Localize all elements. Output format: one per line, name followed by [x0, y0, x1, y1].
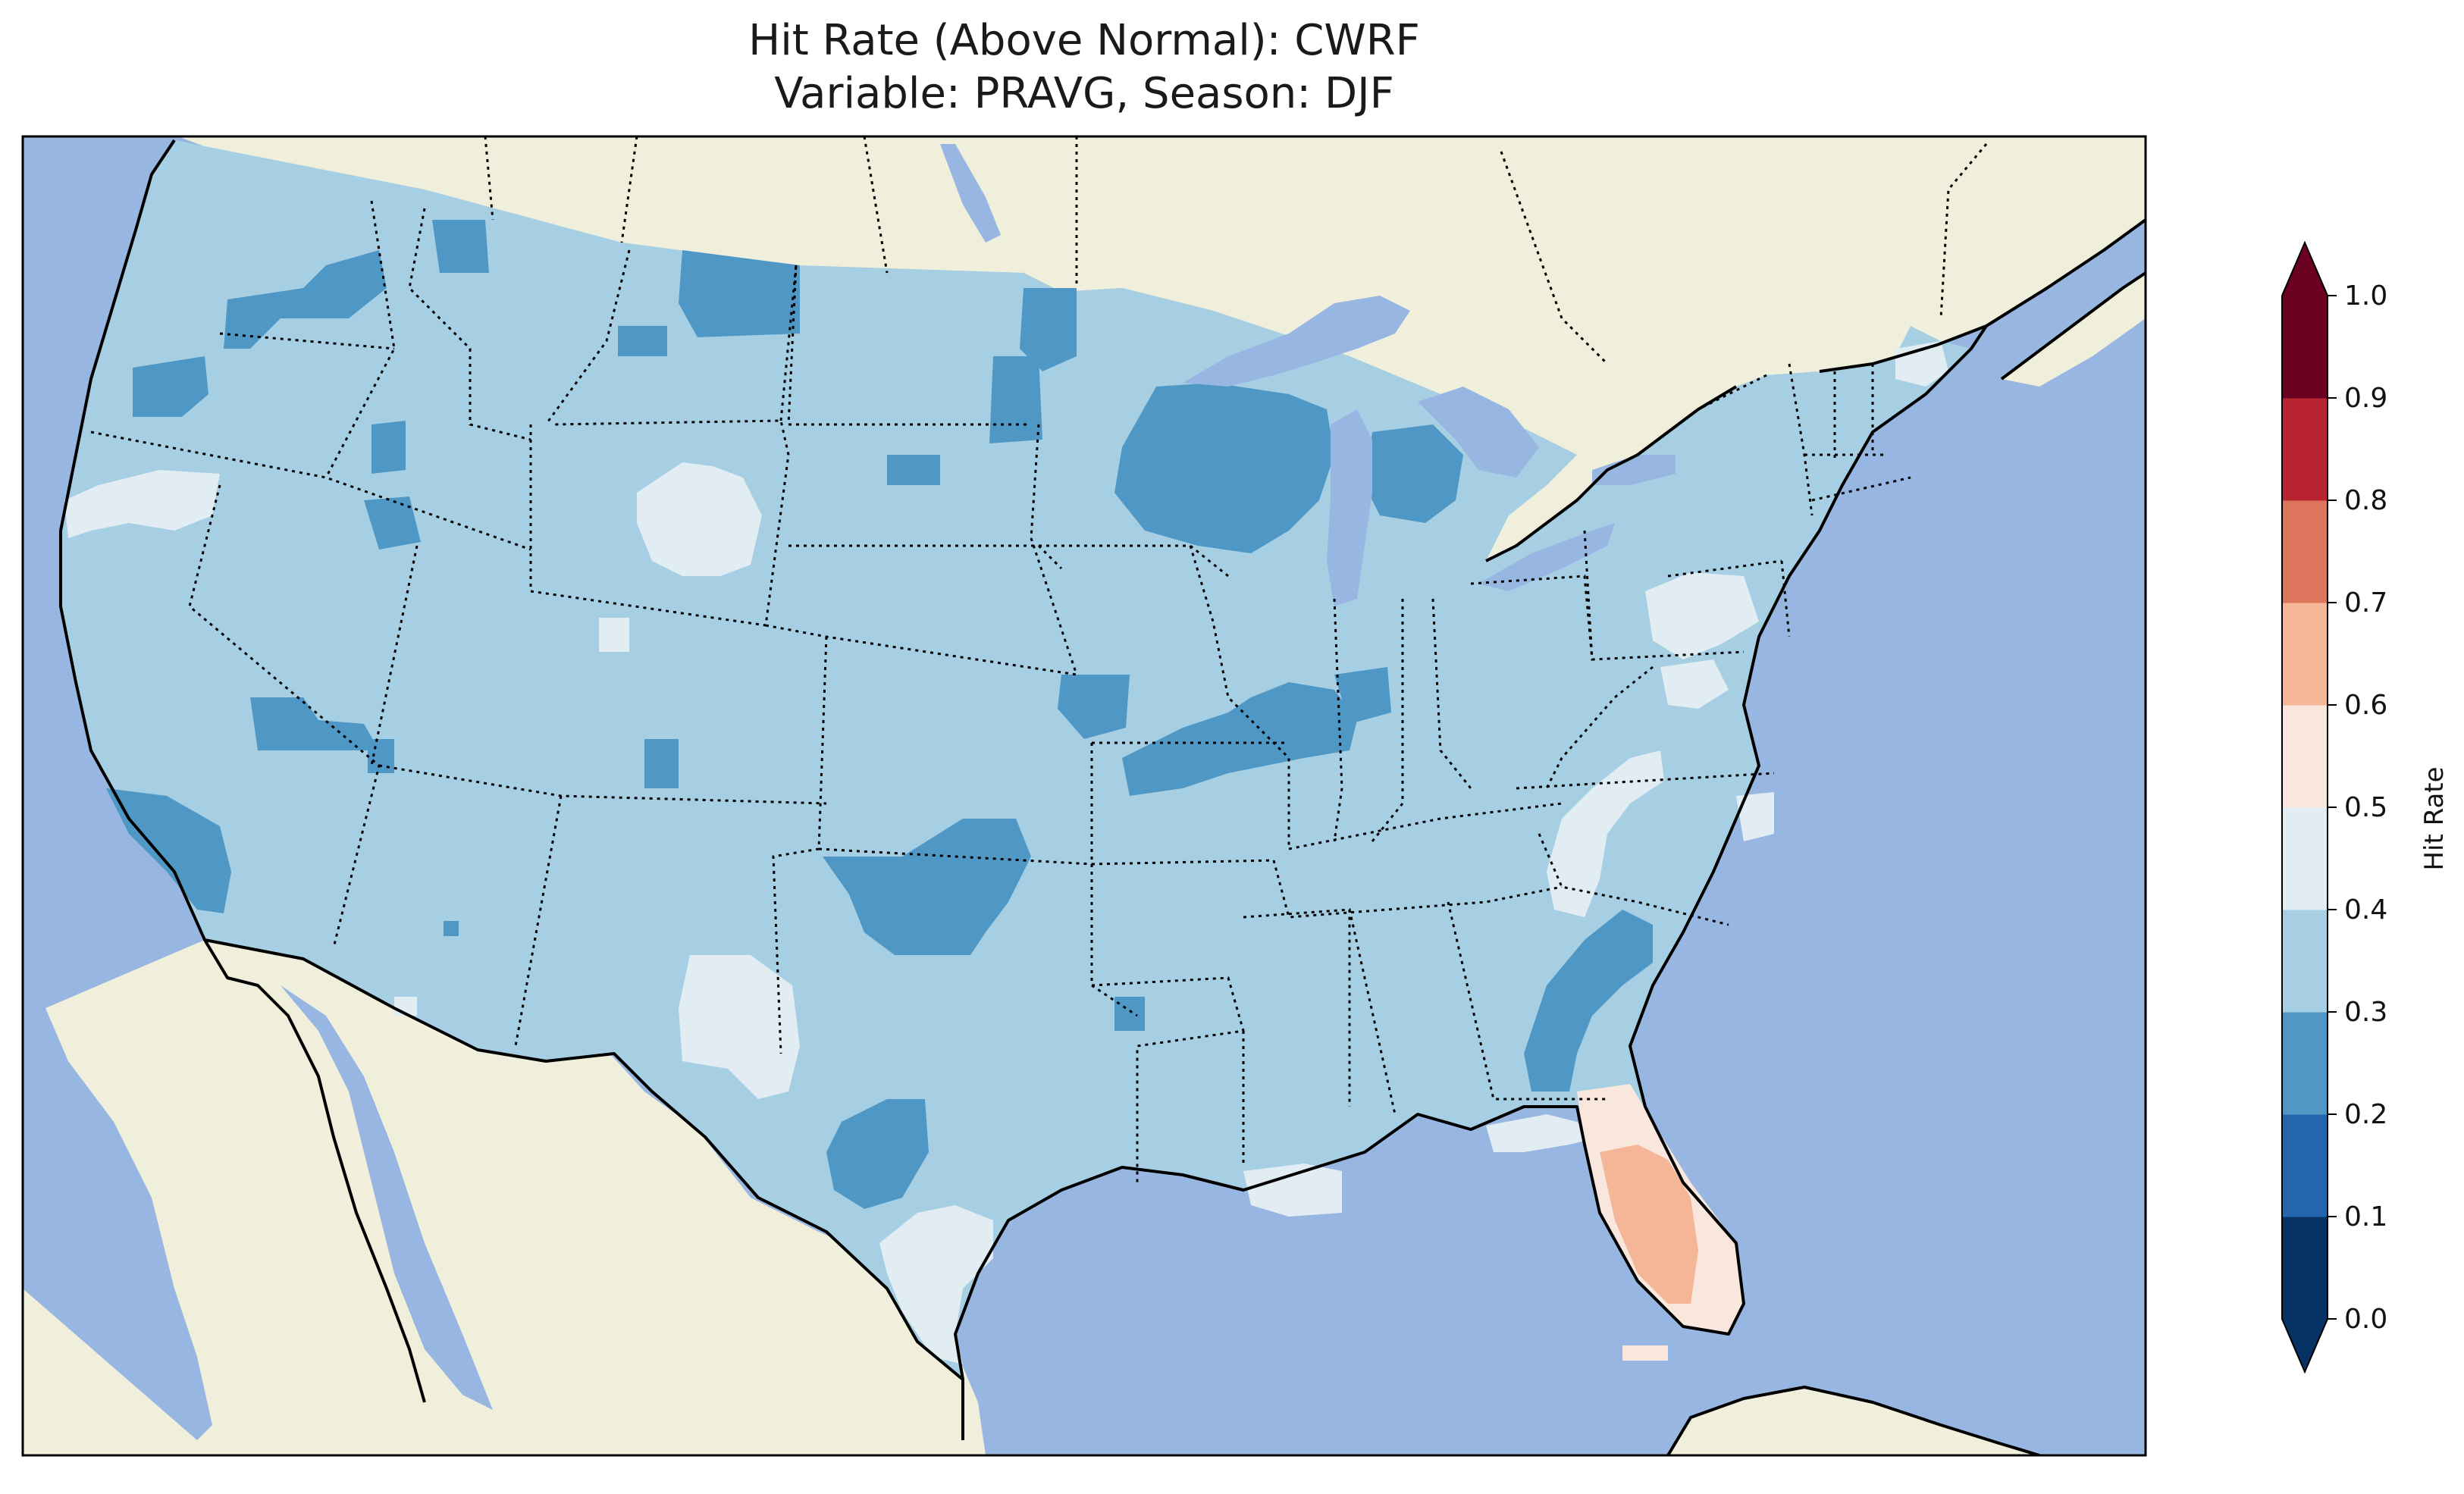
region-oklahoma: [823, 819, 1031, 955]
canada-land: [178, 136, 2146, 561]
region-washington: [133, 356, 208, 417]
colorbar: 0.0 0.1 0.2 0.3 0.4 0.5 0.6 0.7 0.8 0.9 1.0: [2281, 240, 2387, 1374]
region-mt-small: [618, 326, 667, 356]
colorbar-tick-label: 0.9: [2344, 383, 2387, 414]
colorbar-tick-label: 0.5: [2344, 792, 2387, 823]
colorbar-tick-label: 0.7: [2344, 587, 2387, 619]
region-utah-small: [644, 739, 679, 788]
region-mn-west: [989, 356, 1042, 443]
region-wnc: [1547, 750, 1664, 917]
region-nevada: [250, 697, 379, 750]
region-id-south: [364, 496, 421, 550]
figure-title-line-1: Hit Rate (Above Normal): CWRF: [748, 16, 1420, 65]
region-central-florida: [1600, 1145, 1698, 1304]
region-keys: [1622, 1345, 1668, 1361]
region-south-texas: [879, 1205, 993, 1364]
region-georgia-sc: [1524, 910, 1653, 1092]
region-id-sm: [371, 421, 406, 474]
maritime-land: [2002, 273, 2146, 387]
region-idaho-mt: [432, 220, 489, 273]
lake-ontario: [1592, 455, 1676, 485]
region-arkansas-small: [1114, 997, 1145, 1031]
region-wyoming: [637, 462, 762, 576]
colorbar-bin-3: [2282, 910, 2328, 1013]
region-west-texas: [826, 1099, 929, 1209]
colorbar-tick-label: 0.3: [2344, 997, 2387, 1028]
lake-erie: [1478, 523, 1615, 591]
lake-huron: [1418, 387, 1539, 478]
region-missouri: [1122, 682, 1357, 796]
region-new-mexico: [679, 955, 800, 1099]
colorbar-tick-label: 0.0: [2344, 1304, 2387, 1335]
region-panhandle: [1486, 1114, 1600, 1152]
colorbar-bin-0: [2282, 1217, 2328, 1320]
mexico-land: [23, 940, 986, 1455]
region-iowa-mo: [1058, 675, 1130, 739]
figure-title-line-2: Variable: PRAVG, Season: DJF: [774, 69, 1394, 118]
region-pennsylvania: [1645, 572, 1759, 659]
colorbar-bin-4: [2282, 807, 2328, 910]
lake-winnipeg: [940, 144, 1001, 243]
colorbar-tick-label: 0.8: [2344, 485, 2387, 516]
lake-superior: [1183, 296, 1410, 387]
region-wa-ne: [224, 250, 387, 349]
region-nv-small: [368, 739, 394, 773]
map-frame: [21, 135, 2147, 1457]
colorbar-tick-label: 1.0: [2344, 280, 2387, 312]
colorbar-extend-min: [2282, 1319, 2328, 1372]
colorbar-bin-2: [2282, 1012, 2328, 1115]
colorbar-tick-label: 0.2: [2344, 1099, 2387, 1130]
region-nd-east: [1020, 288, 1077, 371]
colorbar-tick-label: 0.1: [2344, 1201, 2387, 1232]
colorbar-bin-8: [2282, 398, 2328, 501]
colorbar-bin-9: [2282, 296, 2328, 399]
region-montana-e: [679, 250, 800, 337]
region-utah-dots: [599, 618, 629, 652]
colorbar-tick-label: 0.6: [2344, 690, 2387, 721]
colorbar-tick-label: 0.4: [2344, 894, 2387, 926]
region-indiana: [1334, 667, 1391, 724]
colorbar-bin-7: [2282, 500, 2328, 603]
region-no-cal-coast: [64, 470, 220, 538]
colorbar-bin-5: [2282, 705, 2328, 808]
region-virginia: [1660, 659, 1729, 709]
region-sd: [887, 455, 940, 485]
coastlines: [59, 139, 2146, 1455]
colorbar-bin-6: [2282, 603, 2328, 706]
gulf-of-california: [281, 985, 493, 1410]
cuba-land: [1668, 1387, 2039, 1455]
region-so-cal: [106, 788, 231, 913]
region-nc-coast: [1736, 792, 1774, 841]
region-wisconsin-mi: [1114, 383, 1334, 553]
region-michigan-lp: [1365, 424, 1463, 523]
region-ut-dot: [444, 921, 459, 936]
country-borders: [484, 136, 1988, 365]
state-borders: [90, 200, 1911, 1182]
region-louisiana-coast: [1243, 1164, 1342, 1217]
map-panel: [23, 136, 2146, 1455]
colorbar-bin-1: [2282, 1114, 2328, 1217]
colorbar-label: Hit Rate: [2419, 766, 2450, 870]
colorbar-extend-max: [2282, 243, 2328, 296]
lake-michigan: [1327, 409, 1372, 606]
